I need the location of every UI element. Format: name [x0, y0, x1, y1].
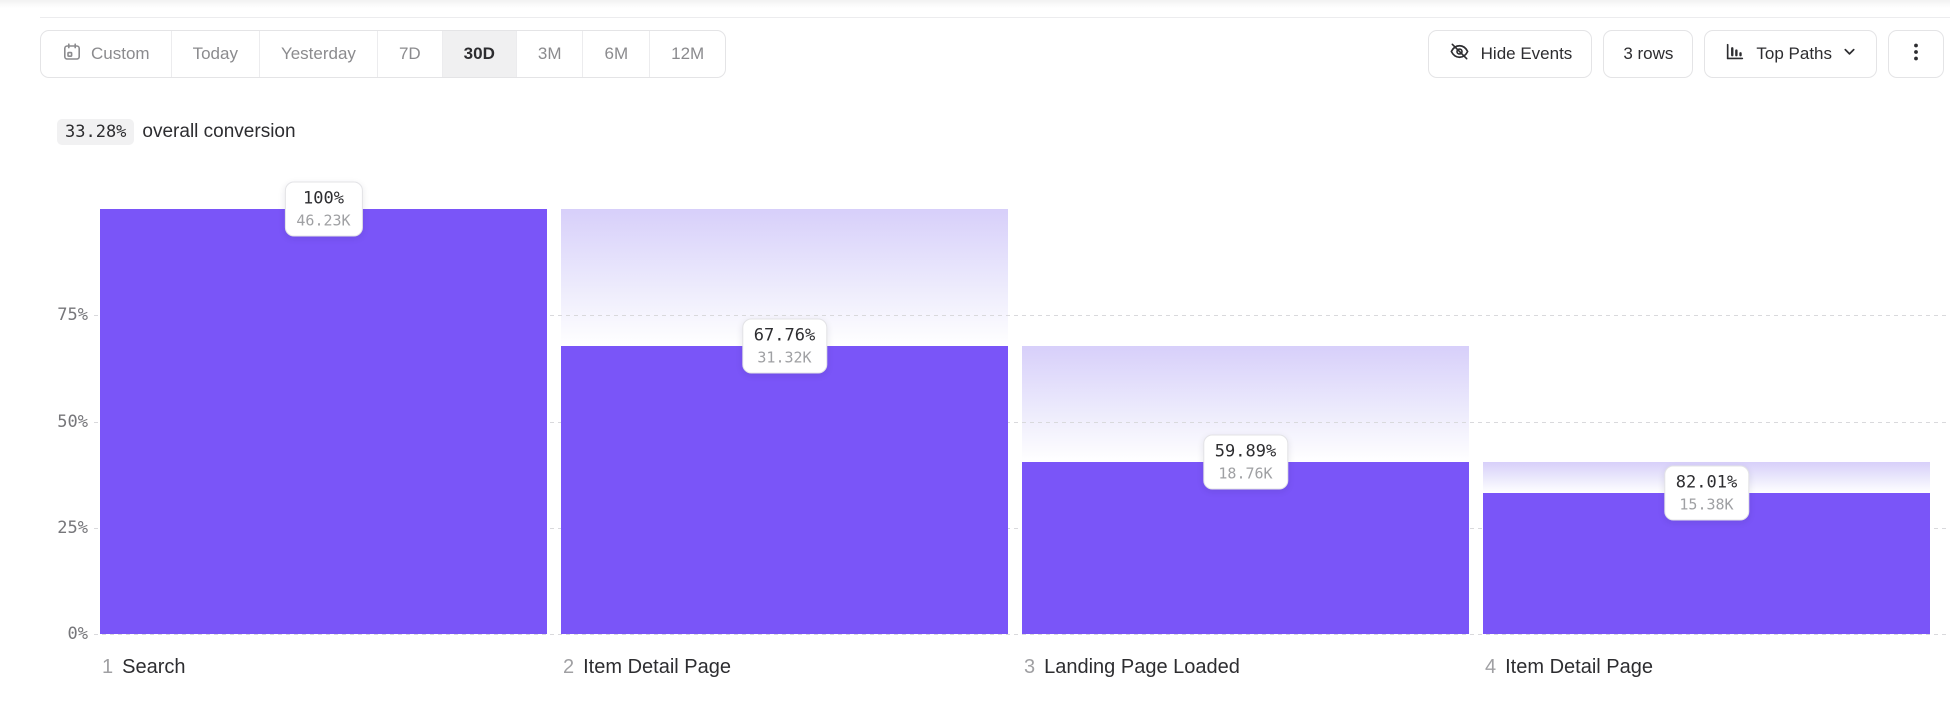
chevron-down-icon: [1842, 44, 1857, 64]
kebab-menu-icon: [1906, 41, 1926, 68]
funnel-plot: 100% 46.23K 1 Search 67.76% 31.32K 2 Item Detai…: [94, 181, 1950, 678]
date-range-option-label: 3M: [537, 44, 562, 63]
rows-button[interactable]: 3 rows: [1603, 30, 1694, 78]
date-range-option-12m[interactable]: 12M: [649, 31, 725, 77]
top-paths-label: Top Paths: [1756, 44, 1832, 63]
overall-conversion-text: overall conversion: [142, 121, 296, 142]
date-range-control: Custom Today Yesterday 7D 30D 3M 6M 12M: [40, 30, 727, 78]
step-label-1: 1 Search: [102, 656, 186, 679]
conversion-count: 46.23K: [296, 211, 351, 230]
date-range-option-label: 12M: [671, 44, 705, 63]
gridline-50%: [94, 421, 1950, 423]
conversion-percent: 67.76%: [753, 325, 816, 346]
calendar-icon: [62, 42, 82, 67]
date-range-option-label: 6M: [604, 44, 629, 63]
date-range-option-3m[interactable]: 3M: [515, 31, 583, 77]
date-range-option-label: Yesterday: [280, 44, 356, 63]
overall-conversion: 33.28% overall conversion: [57, 119, 296, 145]
hide-events-label: Hide Events: [1480, 44, 1573, 63]
step-number: 4: [1485, 656, 1497, 678]
step-name: Item Detail Page: [1505, 656, 1653, 678]
step-number: 2: [563, 656, 575, 678]
step-name: Search: [122, 656, 186, 678]
toolbar-right: Hide Events 3 rows Top Paths: [1427, 30, 1944, 78]
y-axis-label-25%: 25%: [57, 517, 88, 538]
date-range-option-custom[interactable]: Custom: [41, 31, 171, 77]
step-label-4: 4 Item Detail Page: [1485, 656, 1653, 679]
funnel-bar-3[interactable]: [1022, 461, 1469, 634]
y-axis-label-75%: 75%: [57, 305, 88, 326]
hide-events-button[interactable]: Hide Events: [1427, 30, 1593, 78]
funnel-bar-label-4: 82.01% 15.38K: [1663, 465, 1750, 521]
toolbar: Custom Today Yesterday 7D 30D 3M 6M 12M Hide Ev…: [40, 30, 1944, 78]
bar-chart-icon: [1724, 41, 1746, 68]
conversion-count: 15.38K: [1679, 495, 1734, 514]
funnel-bar-2[interactable]: [561, 346, 1008, 634]
top-shadow: [0, 0, 1950, 8]
date-range-option-30d[interactable]: 30D: [441, 31, 516, 77]
date-range-option-today[interactable]: Today: [170, 31, 259, 77]
step-label-2: 2 Item Detail Page: [563, 656, 731, 679]
overall-conversion-value: 33.28%: [57, 119, 135, 145]
funnel-bar-label-2: 67.76% 31.32K: [741, 318, 828, 374]
conversion-percent: 59.89%: [1214, 441, 1277, 462]
top-paths-button[interactable]: Top Paths: [1704, 30, 1877, 78]
rows-label: 3 rows: [1623, 44, 1674, 63]
conversion-percent: 82.01%: [1675, 472, 1738, 493]
step-number: 3: [1024, 656, 1036, 678]
conversion-count: 18.76K: [1218, 464, 1273, 483]
date-range-option-yesterday[interactable]: Yesterday: [258, 31, 377, 77]
step-label-3: 3 Landing Page Loaded: [1024, 656, 1240, 679]
y-axis-label-50%: 50%: [57, 411, 88, 432]
date-range-option-label: 7D: [398, 44, 421, 63]
more-options-button[interactable]: [1888, 30, 1944, 78]
date-range-option-6m[interactable]: 6M: [582, 31, 649, 77]
gridline-0%: [94, 634, 1950, 635]
step-name: Item Detail Page: [583, 656, 731, 678]
conversion-percent: 100%: [303, 188, 344, 209]
conversion-count: 31.32K: [757, 348, 812, 367]
gridline-75%: [94, 315, 1950, 317]
date-range-option-label: 30D: [463, 44, 495, 63]
y-axis-label-0%: 0%: [67, 624, 88, 644]
funnel-bar-1[interactable]: [100, 209, 547, 634]
eye-off-icon: [1448, 40, 1471, 68]
divider: [40, 17, 1950, 18]
step-number: 1: [102, 656, 114, 678]
funnel-bar-label-3: 59.89% 18.76K: [1202, 434, 1289, 490]
date-range-option-label: Custom: [91, 44, 150, 63]
date-range-option-label: Today: [192, 44, 238, 63]
funnel-bar-label-1: 100% 46.23K: [284, 181, 363, 237]
date-range-option-7d[interactable]: 7D: [376, 31, 442, 77]
step-name: Landing Page Loaded: [1044, 656, 1240, 678]
